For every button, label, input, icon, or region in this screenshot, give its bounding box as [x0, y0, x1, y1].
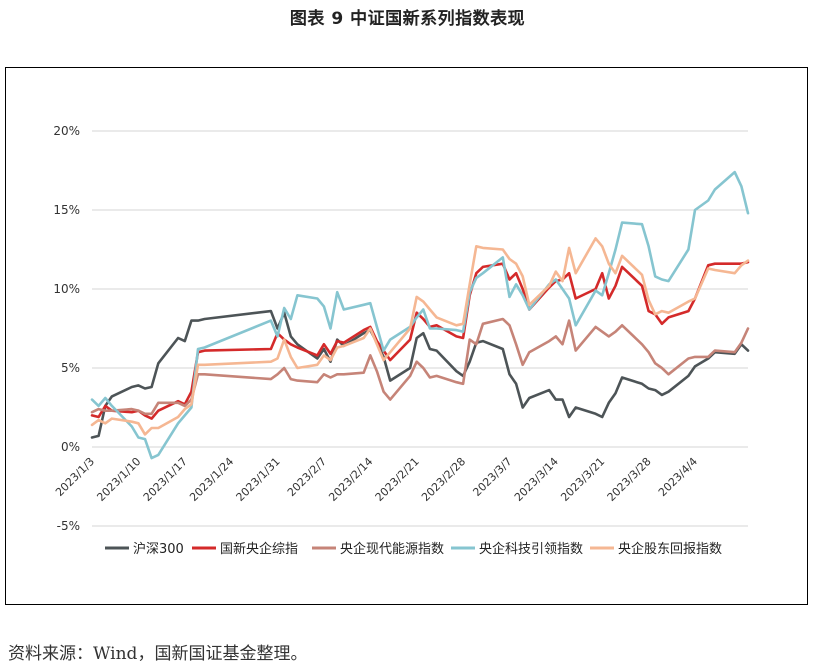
line-chart: -5%0%5%10%15%20%2023/1/32023/1/102023/1/…	[53, 124, 750, 557]
x-tick-label: 2023/3/14	[512, 455, 561, 504]
series-line	[90, 237, 750, 436]
y-tick-label: -5%	[57, 519, 80, 533]
series-line	[90, 309, 750, 439]
legend-label: 央企科技引领指数	[479, 541, 583, 557]
y-tick-label: 15%	[53, 203, 80, 217]
y-tick-label: 20%	[53, 124, 80, 138]
legend-label: 国新央企综指	[220, 541, 298, 557]
legend-label: 央企现代能源指数	[340, 541, 444, 557]
x-tick-label: 2023/3/28	[605, 455, 654, 504]
x-tick-label: 2023/4/4	[656, 455, 700, 499]
x-tick-label: 2023/2/14	[326, 455, 375, 504]
series-line	[90, 170, 750, 460]
series-line	[90, 317, 750, 416]
x-tick-label: 2023/1/10	[94, 455, 143, 504]
source-note: 资料来源：Wind，国新国证基金整理。	[8, 644, 308, 664]
x-tick-label: 2023/3/7	[470, 455, 514, 499]
y-tick-label: 10%	[53, 282, 80, 296]
series-line	[90, 260, 750, 420]
x-tick-label: 2023/1/3	[53, 455, 97, 499]
y-tick-label: 5%	[61, 361, 80, 375]
legend-label: 央企股东回报指数	[618, 541, 722, 557]
y-tick-label: 0%	[61, 440, 80, 454]
x-tick-label: 2023/1/24	[187, 455, 236, 504]
x-tick-label: 2023/2/7	[285, 455, 329, 499]
x-tick-label: 2023/3/21	[558, 455, 607, 504]
x-tick-label: 2023/2/21	[373, 455, 422, 504]
chart-title: 图表 9 中证国新系列指数表现	[289, 9, 526, 29]
x-tick-label: 2023/2/28	[419, 455, 468, 504]
legend-label: 沪深300	[133, 541, 184, 557]
x-tick-label: 2023/1/31	[234, 455, 283, 504]
chart-frame	[5, 67, 808, 605]
x-tick-label: 2023/1/17	[141, 455, 190, 504]
